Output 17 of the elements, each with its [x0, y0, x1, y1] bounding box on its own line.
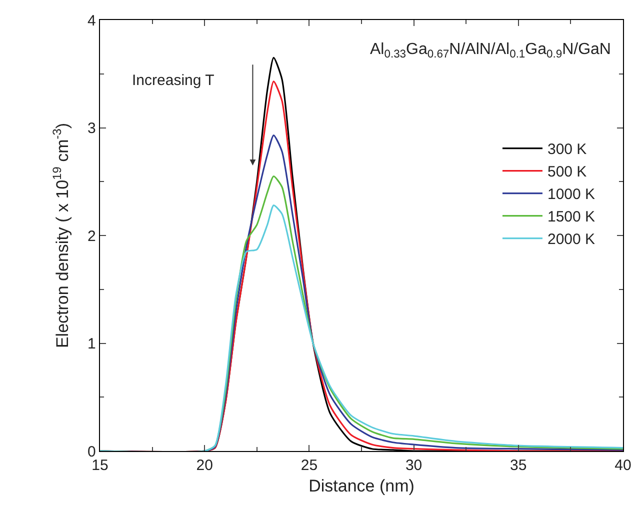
legend-label: 500 K: [547, 164, 587, 181]
legend-label: 1500 K: [547, 208, 596, 226]
text: Al$_{0.33}$Ga$_{0.67}$N/AlN/Al$_{0.1}$Ga$_{0.9}$N/GaN: [370, 41, 611, 60]
y-tick-label: 1: [88, 336, 96, 352]
y-tick-label: 3: [88, 120, 96, 137]
x-tick-label: 35: [510, 457, 527, 474]
y-tick-label: 4: [88, 12, 96, 30]
y-tick-label: 2: [88, 228, 96, 245]
x-tick-label: 30: [405, 457, 422, 474]
x-tick-label: 40: [614, 457, 632, 474]
x-tick-label: 20: [196, 457, 213, 474]
annotation: Increasing T: [132, 72, 214, 89]
x-tick-label: 25: [300, 457, 318, 474]
x-axis-title: Distance (nm): [308, 476, 414, 496]
legend-label: 2000 K: [547, 231, 596, 248]
legend-label: 1000 K: [547, 186, 596, 204]
legend-label: 300 K: [547, 141, 587, 158]
